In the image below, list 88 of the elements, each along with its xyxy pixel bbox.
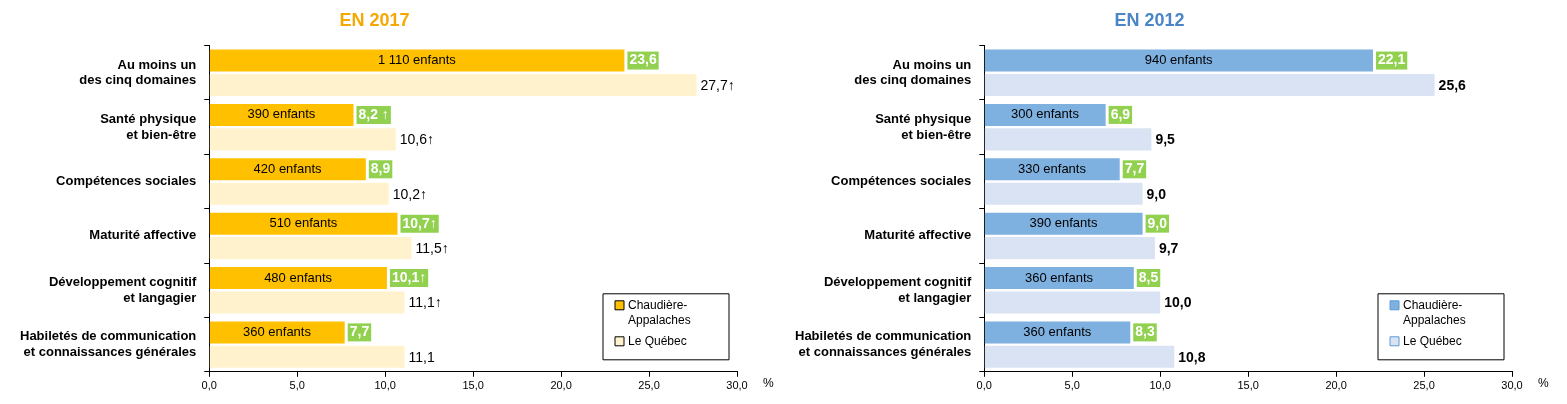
annotation: 300 enfants <box>1010 106 1080 122</box>
legend-label: Chaudière-Appalaches <box>1403 298 1466 328</box>
x-tick-label: 25,0 <box>638 379 660 392</box>
data-label: 10,6↑ <box>399 131 434 148</box>
bar <box>984 49 1374 72</box>
bar <box>984 128 1152 151</box>
bar <box>209 74 697 97</box>
bar <box>984 237 1155 260</box>
bar <box>984 345 1175 368</box>
bar <box>209 182 389 205</box>
bar <box>984 291 1161 314</box>
annotation: 360 enfants <box>243 323 312 339</box>
x-tick-label: 15,0 <box>462 379 484 392</box>
annotation: 510 enfants <box>269 215 338 231</box>
annotation: 480 enfants <box>264 269 333 285</box>
annotation: 360 enfants <box>1025 269 1094 285</box>
data-label: 8,5 <box>1138 268 1159 285</box>
annotation: 330 enfants <box>1018 160 1087 176</box>
y-tick-label: Développement cognitif et langagier <box>48 274 197 305</box>
x-tick-label: 25,0 <box>1413 379 1435 392</box>
y-tick-label: Habiletés de communication et connaissances générales <box>795 328 972 359</box>
x-tick-label: 20,0 <box>1325 379 1347 392</box>
data-label: 9,0 <box>1147 214 1168 231</box>
annotation: 390 enfants <box>247 106 316 122</box>
x-tick-label: 30,0 <box>1501 379 1523 392</box>
y-tick-label: Maturité affective <box>89 227 197 243</box>
y-tick-label: Santé physique et bien-être <box>875 110 972 142</box>
data-label: 9,0 <box>1146 185 1167 202</box>
annotation: 390 enfants <box>1029 215 1098 231</box>
x-tick-label: 30,0 <box>726 379 748 392</box>
data-label: 9,7 <box>1158 239 1179 256</box>
legend-label: Chaudière-Appalaches <box>628 298 691 328</box>
data-label: 23,6 <box>629 51 657 68</box>
bar <box>209 49 625 72</box>
y-tick-label: Au moins un des cinq domaines <box>79 56 197 88</box>
x-tick-label: 10,0 <box>1149 379 1171 392</box>
bar <box>209 237 412 260</box>
y-tick-label: Santé physique et bien-être <box>100 110 197 142</box>
data-label: 10,1↑ <box>391 268 427 285</box>
data-label: 10,0 <box>1164 294 1192 311</box>
bar <box>209 212 398 235</box>
bar <box>209 128 396 151</box>
data-label: 10,7↑ <box>402 214 437 231</box>
y-tick-label: Au moins un des cinq domaines <box>854 56 972 88</box>
data-label: 11,1↑ <box>408 294 442 311</box>
x-tick-label: 20,0 <box>550 379 572 392</box>
x-tick-label: 5,0 <box>289 379 305 392</box>
annotation: 360 enfants <box>1023 323 1092 339</box>
data-label: 8,3 <box>1135 323 1155 340</box>
y-tick-label: Habiletés de communication et connaissances générales <box>20 328 197 359</box>
data-label: 9,5 <box>1155 131 1176 148</box>
x-axis-title: % <box>1538 376 1549 391</box>
bar <box>209 291 405 314</box>
x-tick-label: 0,0 <box>201 379 217 392</box>
data-label: 7,7 <box>1124 160 1145 177</box>
chart-title: EN 2012 <box>1114 9 1185 30</box>
y-tick-label: Maturité affective <box>864 227 972 243</box>
x-axis-title: % <box>763 376 774 391</box>
bar <box>209 158 366 181</box>
y-tick-label: Développement cognitif et langagier <box>823 274 972 305</box>
data-label: 8,9 <box>370 160 391 177</box>
x-tick-label: 0,0 <box>976 379 992 392</box>
bar <box>984 212 1143 235</box>
annotation: 940 enfants <box>1144 52 1214 68</box>
data-label: 11,5↑ <box>415 239 449 256</box>
data-label: 6,9 <box>1110 105 1131 122</box>
bar <box>209 267 387 290</box>
x-tick-label: 15,0 <box>1237 379 1259 392</box>
legend-label: Le Québec <box>1403 334 1462 349</box>
data-label: 10,2↑ <box>392 185 427 202</box>
data-label: 11,1 <box>408 348 435 365</box>
data-label: 22,1 <box>1378 51 1406 68</box>
annotation: 1 110 enfants <box>377 52 457 68</box>
bar <box>209 345 405 368</box>
x-tick-label: 10,0 <box>374 379 396 392</box>
data-label: 7,7 <box>349 323 370 340</box>
chart-title: EN 2017 <box>339 9 410 30</box>
annotation: 420 enfants <box>253 160 323 176</box>
data-label: 10,8 <box>1178 348 1206 365</box>
data-label: 8,2 ↑ <box>358 105 389 122</box>
y-tick-label: Compétences sociales <box>831 173 972 189</box>
data-label: 25,6 <box>1438 76 1467 93</box>
bar <box>984 182 1143 205</box>
legend-label: Le Québec <box>628 334 687 349</box>
bar <box>984 74 1435 97</box>
x-tick-label: 5,0 <box>1064 379 1080 392</box>
data-label: 27,7↑ <box>700 76 735 93</box>
y-tick-label: Compétences sociales <box>56 173 197 189</box>
